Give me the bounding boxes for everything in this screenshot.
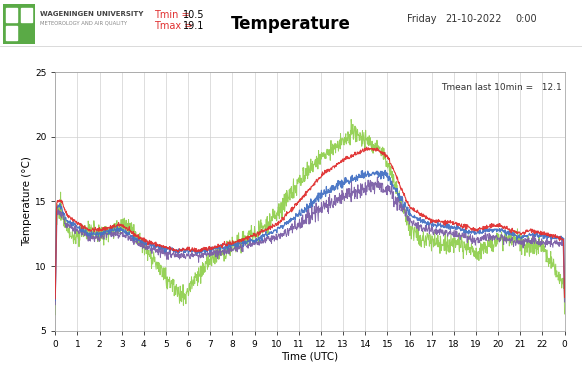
Text: 10.5: 10.5 <box>183 10 205 19</box>
Bar <box>6 8 17 22</box>
X-axis label: Time (UTC): Time (UTC) <box>281 352 339 361</box>
Text: Temperature: Temperature <box>231 15 351 33</box>
Bar <box>6 26 17 40</box>
Y-axis label: Temperature (°C): Temperature (°C) <box>22 157 32 246</box>
Text: Friday: Friday <box>407 14 437 24</box>
Text: METEOROLOGY AND AIR QUALITY: METEOROLOGY AND AIR QUALITY <box>40 21 127 26</box>
Text: 0:00: 0:00 <box>515 14 537 24</box>
Text: Tmin =: Tmin = <box>154 10 190 19</box>
Text: 21-10-2022: 21-10-2022 <box>445 14 502 24</box>
Bar <box>20 8 32 22</box>
Legend: Dry bulb (+150cm), Wet Bulb (+150cm: computed), Shielded (+10cm), Dewpoint: Dry bulb (+150cm), Wet Bulb (+150cm: com… <box>84 377 536 380</box>
Text: Tmax =: Tmax = <box>154 21 193 31</box>
Text: Tmean last 10min =   12.1: Tmean last 10min = 12.1 <box>442 82 562 92</box>
Text: WAGENINGEN UNIVERSITY: WAGENINGEN UNIVERSITY <box>40 11 143 17</box>
Text: 19.1: 19.1 <box>183 21 205 31</box>
